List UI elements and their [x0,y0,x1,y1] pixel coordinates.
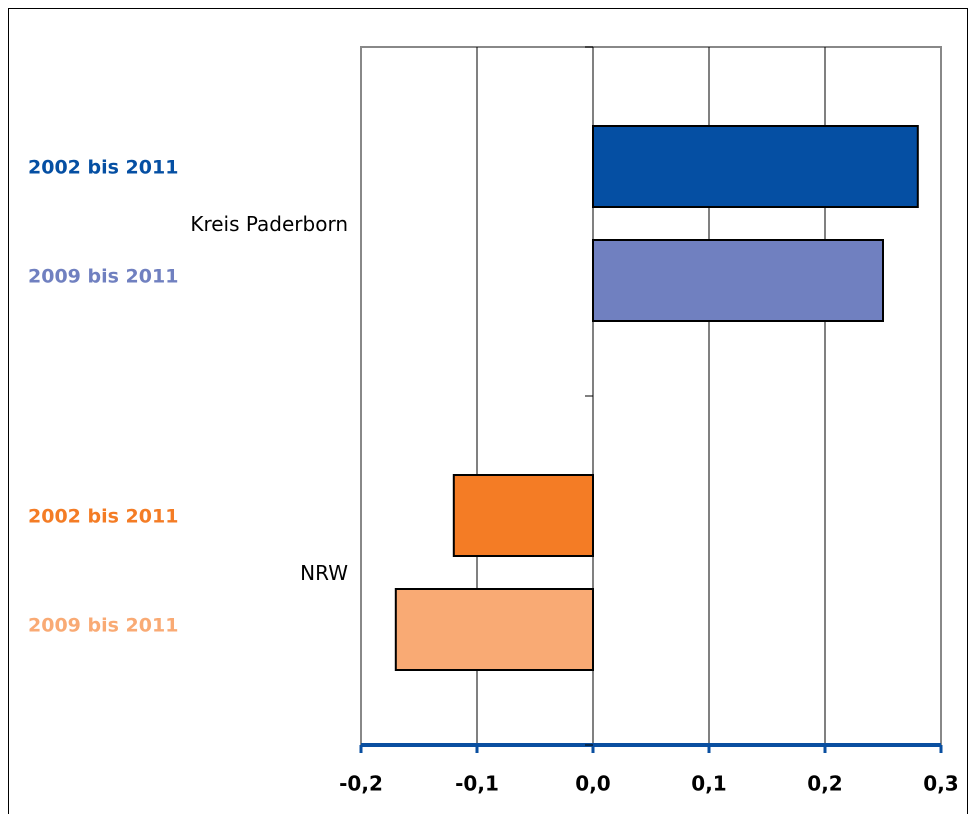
x-tick-label: -0,1 [455,772,499,796]
x-tick-label: 0,0 [575,772,610,796]
bar-label: 2009 bis 2011 [28,615,178,637]
x-tick-label: -0,2 [339,772,383,796]
x-tick-label: 0,2 [807,772,842,796]
bar [592,125,919,208]
chart-frame [8,8,968,814]
bar [394,588,594,671]
bar-label: 2002 bis 2011 [28,157,178,179]
bar [452,474,594,557]
plot-border [360,46,942,745]
group-label: Kreis Paderborn [190,212,348,236]
bar-label: 2002 bis 2011 [28,506,178,528]
bar-label: 2009 bis 2011 [28,266,178,288]
x-tick-label: 0,1 [691,772,726,796]
bar [592,239,884,322]
group-label: NRW [300,561,348,585]
x-tick-label: 0,3 [923,772,958,796]
